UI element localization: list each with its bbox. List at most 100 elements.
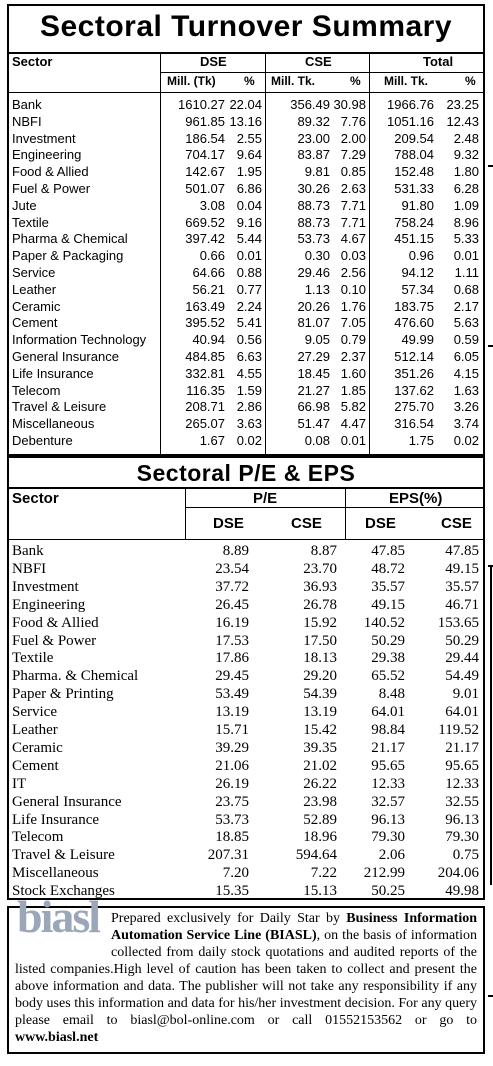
total-mill-cell: 758.24	[394, 214, 434, 230]
table-row: Debenture 1.67 0.02 0.08 0.01 1.75 0.02	[9, 432, 483, 449]
eps-cse-cell: 50.29	[445, 632, 479, 649]
col-header-sector: Sector	[12, 54, 53, 69]
biasl-logo: biasl	[17, 894, 103, 954]
total-pct-cell: 0.68	[453, 281, 479, 297]
pe-dse-cell: 21.06	[215, 757, 249, 774]
pe-cse-cell: 29.20	[303, 668, 337, 685]
cse-mill-cell: 51.47	[297, 416, 330, 432]
cse-pct-cell: 2.63	[340, 181, 366, 196]
table-row: Life Insurance 53.73 52.89 96.13 96.13	[9, 811, 483, 829]
dse-pct-cell: 5.44	[236, 231, 262, 247]
subheader-eps-cse: CSE	[441, 515, 472, 532]
eps-cse-cell: 96.13	[445, 811, 479, 828]
pe-cse-cell: 8.87	[310, 543, 337, 559]
dse-pct-cell: 5.41	[236, 315, 262, 331]
table-row: Ceramic 39.29 39.35 21.17 21.17	[9, 739, 483, 757]
col-header-cse: CSE	[305, 54, 332, 69]
table-row: Paper & Printing 53.49 54.39 8.48 9.01	[9, 685, 483, 703]
total-pct-cell: 3.26	[453, 399, 479, 415]
pe-cse-cell: 26.22	[303, 775, 337, 792]
total-pct-cell: 1.09	[453, 197, 479, 213]
cse-pct-cell: 7.05	[340, 315, 366, 331]
table-row: Cement 21.06 21.02 95.65 95.65	[9, 757, 483, 775]
total-mill-cell: 94.12	[401, 265, 434, 280]
table-row: Information Technology 40.94 0.56 9.05 0.79 4…	[9, 331, 483, 348]
total-pct-cell: 6.28	[453, 181, 479, 196]
turnover-summary-table: Sectoral Turnover Summary Sector DSE CSE…	[7, 4, 485, 456]
table-row: Fuel & Power 17.53 17.50 50.29 50.29	[9, 632, 483, 650]
dse-pct-cell: 0.02	[236, 433, 262, 448]
sector-cell: Telecom	[12, 829, 64, 846]
cse-mill-cell: 18.45	[297, 365, 330, 381]
table-row: Service 64.66 0.88 29.46 2.56 94.12 1.11	[9, 264, 483, 281]
subheader-pe-dse: DSE	[213, 515, 244, 532]
table-row: Telecom 116.35 1.59 21.27 1.85 137.62 1.63	[9, 382, 483, 399]
divider	[185, 489, 186, 539]
eps-cse-cell: 12.33	[445, 775, 479, 792]
eps-dse-cell: 2.06	[378, 847, 405, 864]
cse-pct-cell: 0.01	[340, 433, 366, 448]
subheader-eps-dse: DSE	[365, 515, 396, 532]
dse-pct-cell: 6.86	[236, 181, 262, 196]
sector-cell: Investment	[12, 130, 76, 146]
sector-cell: Paper & Packaging	[12, 248, 124, 264]
table-row: Cement 395.52 5.41 81.07 7.05 476.60 5.63	[9, 314, 483, 331]
sector-cell: Telecom	[12, 382, 61, 398]
eps-dse-cell: 35.57	[371, 578, 405, 595]
sector-cell: IT	[12, 775, 27, 792]
dse-mill-cell: 1.67	[199, 433, 225, 448]
dse-mill-cell: 56.21	[192, 281, 225, 297]
eps-cse-cell: 204.06	[437, 865, 479, 882]
dse-pct-cell: 2.24	[236, 298, 262, 314]
eps-dse-cell: 212.99	[363, 865, 405, 882]
cse-pct-cell: 0.79	[340, 332, 366, 348]
eps-cse-cell: 32.55	[445, 793, 479, 810]
eps-cse-cell: 153.65	[437, 614, 479, 631]
dse-pct-cell: 0.77	[236, 281, 262, 297]
divider	[265, 54, 266, 454]
eps-cse-cell: 47.85	[445, 543, 479, 559]
sector-cell: NBFI	[12, 113, 42, 129]
subheader-pe-cse: CSE	[291, 515, 322, 532]
dse-pct-cell: 1.95	[236, 164, 262, 180]
cse-pct-cell: 5.82	[340, 399, 366, 415]
total-mill-cell: 152.48	[394, 164, 434, 180]
subheader-cse-pct: %	[350, 74, 361, 88]
pe-cse-cell: 17.50	[303, 632, 337, 649]
cse-pct-cell: 2.37	[340, 349, 366, 364]
dse-mill-cell: 208.71	[185, 399, 225, 415]
total-pct-cell: 12.43	[446, 113, 479, 129]
cse-pct-cell: 4.67	[340, 231, 366, 247]
total-mill-cell: 351.26	[394, 365, 434, 381]
dse-pct-cell: 22.04	[229, 97, 262, 112]
dse-pct-cell: 2.55	[236, 130, 262, 146]
table-row: Pharma. & Chemical 29.45 29.20 65.52 54.49	[9, 667, 483, 685]
eps-dse-cell: 21.17	[371, 739, 405, 756]
pe-cse-cell: 39.35	[303, 739, 337, 756]
table-row: Stock Exchanges 15.35 15.13 50.25 49.98	[9, 882, 483, 900]
pe-cse-cell: 15.42	[303, 722, 337, 738]
total-mill-cell: 49.99	[401, 332, 434, 348]
total-pct-cell: 9.32	[453, 147, 479, 163]
cse-pct-cell: 7.29	[340, 147, 366, 163]
cse-pct-cell: 1.76	[340, 298, 366, 314]
website-link[interactable]: www.biasl.net	[15, 1030, 99, 1045]
subheader-cse-mill: Mill. Tk.	[271, 74, 316, 88]
sector-cell: Travel & Leisure	[12, 399, 107, 415]
cse-pct-cell: 2.56	[340, 265, 366, 280]
pe-dse-cell: 17.86	[215, 650, 249, 667]
eps-dse-cell: 12.33	[371, 775, 405, 792]
table-row: Travel & Leisure 208.71 2.86 66.98 5.82 275.7…	[9, 398, 483, 415]
cse-pct-cell: 1.60	[340, 365, 366, 381]
table-row: Telecom 18.85 18.96 79.30 79.30	[9, 828, 483, 846]
divider	[185, 507, 483, 508]
sector-cell: Service	[12, 704, 57, 721]
total-pct-cell: 8.96	[453, 214, 479, 230]
cse-pct-cell: 4.47	[340, 416, 366, 432]
table-row: General Insurance 23.75 23.98 32.57 32.55	[9, 793, 483, 811]
cse-mill-cell: 21.27	[297, 382, 330, 398]
pe-dse-cell: 7.20	[222, 865, 249, 882]
sector-cell: General Insurance	[12, 793, 122, 810]
dse-mill-cell: 265.07	[185, 416, 225, 432]
eps-dse-cell: 79.30	[371, 829, 405, 846]
